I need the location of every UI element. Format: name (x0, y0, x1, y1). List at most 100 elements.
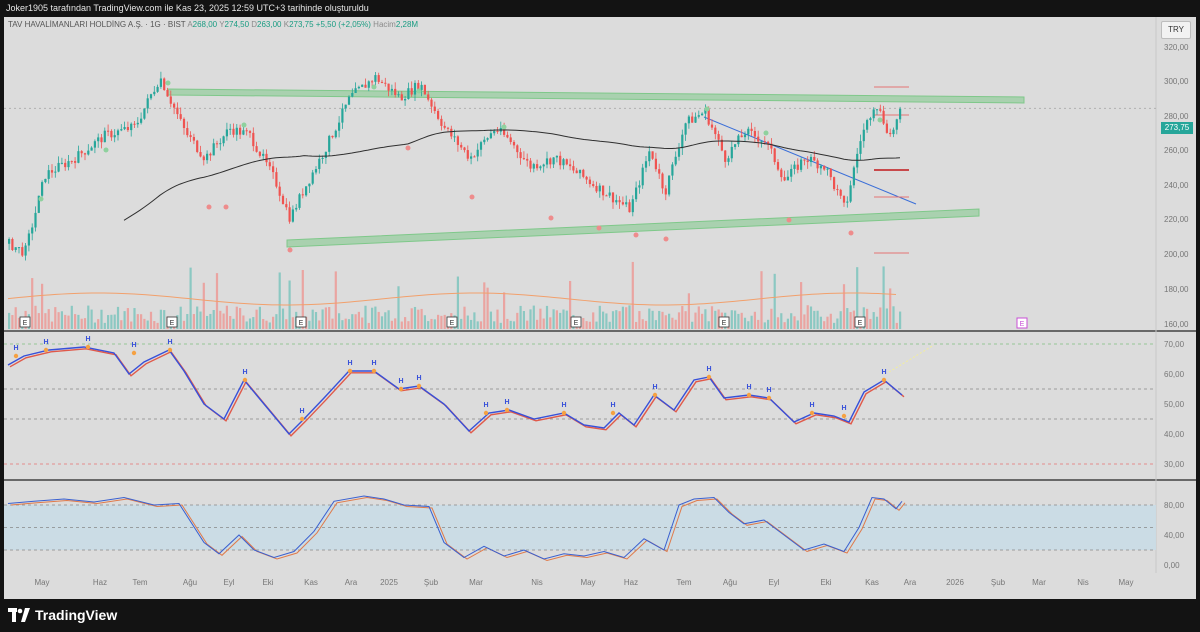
candle-body (509, 137, 512, 142)
volume-bar (301, 270, 304, 329)
volume-bar (644, 320, 648, 329)
rsi-pivot-label: H (43, 339, 48, 346)
candle-body (301, 194, 304, 196)
candle-body (291, 209, 294, 222)
candle-body (852, 167, 855, 186)
pivot-low-dot (633, 232, 639, 238)
candle-body (625, 202, 628, 205)
candle-body (443, 125, 446, 128)
candle-body (97, 137, 100, 142)
candle-body (225, 129, 228, 137)
price-tick: 160,00 (1164, 320, 1189, 329)
candle-body (64, 162, 67, 168)
candle-body (338, 122, 341, 131)
volume-bar (714, 310, 717, 329)
candle-body (562, 159, 565, 166)
candle-body (882, 110, 885, 124)
volume-bar (691, 321, 694, 329)
currency-button[interactable]: TRY (1161, 21, 1191, 39)
volume-bar (549, 317, 552, 329)
time-tick: Şub (423, 578, 439, 587)
pivot-high-dot (165, 80, 171, 86)
volume-bar (397, 286, 400, 329)
candle-body (684, 123, 687, 135)
rsi-pivot-dot (881, 377, 887, 383)
time-tick: Ara (344, 578, 358, 587)
volume-bar (813, 310, 816, 329)
candle-body (176, 107, 179, 115)
candle-body (136, 122, 139, 125)
volume-bar (674, 319, 677, 329)
chart-canvas[interactable]: E E E E E E E E H H H H H H H H H H H H H H H H H H H H H H (4, 17, 1196, 599)
volume-bar (635, 321, 638, 329)
volume-bar (430, 318, 433, 329)
moving-average-slow (123, 129, 901, 221)
candle-body (618, 200, 621, 203)
volume-bar (872, 312, 875, 329)
volume-bar (265, 320, 268, 329)
volume-bar (753, 311, 756, 329)
earnings-marker (718, 316, 730, 328)
chart-area[interactable]: E E E E E E E E H H H H H H H H H H H H H H H H H H H H H H TAV HAVAL… (4, 17, 1196, 599)
volume-bar (390, 320, 393, 329)
rsi-pivot-dot (85, 344, 91, 350)
volume-bar (588, 321, 591, 329)
low-value: 263,00 (257, 20, 282, 29)
candle-body (182, 118, 186, 129)
price-tick: 220,00 (1164, 215, 1189, 224)
candle-body (255, 146, 258, 152)
candle-body (720, 139, 723, 151)
volume-bar (87, 305, 90, 329)
tradingview-logo[interactable]: TradingView (8, 607, 117, 623)
volume-bar (470, 319, 473, 329)
volume-bar (602, 311, 605, 329)
candle-body (800, 159, 803, 170)
candle-body (668, 175, 671, 195)
candle-body (344, 104, 347, 109)
volume-bar (100, 309, 103, 329)
volume-bar (235, 306, 238, 329)
volume-bar (803, 314, 806, 329)
rsi-pivot-dot (347, 368, 353, 374)
volume-ma-line (7, 292, 897, 306)
volume-bar (582, 318, 585, 329)
volume-bar (790, 313, 793, 329)
candle-body (83, 153, 87, 155)
candle-body (760, 141, 763, 143)
earnings-marker (166, 316, 178, 328)
candle-body (602, 185, 605, 196)
candle-body (400, 94, 403, 101)
channel-lower-band (286, 208, 980, 248)
candle-body (757, 136, 760, 142)
earnings-marker (19, 316, 31, 328)
candle-body (357, 86, 360, 89)
time-tick: Ağu (722, 578, 738, 587)
rsi-line (7, 346, 903, 436)
candle-body (232, 128, 235, 135)
candle-body (790, 168, 793, 177)
volume-bar (661, 311, 664, 329)
candle-body (44, 178, 47, 183)
candle-body (60, 162, 63, 164)
volume-bar (423, 315, 426, 329)
candle-body (278, 186, 281, 196)
candle-body (747, 128, 750, 135)
earnings-marker (446, 316, 458, 328)
volume-bar (278, 272, 281, 329)
change-value: +5,50 (+2,05%) (315, 20, 371, 29)
rsi-tick: 60,00 (1164, 370, 1185, 379)
volume-bar (126, 308, 129, 329)
candle-body (440, 118, 443, 126)
candle-body (295, 207, 298, 210)
candle-body (364, 84, 367, 88)
candle-body (380, 81, 384, 83)
candle-body (390, 88, 393, 91)
candle-body (892, 129, 895, 135)
candle-body (87, 150, 90, 155)
volume-bar (74, 314, 77, 329)
candle-body (605, 195, 608, 197)
volume-bar (796, 320, 799, 329)
volume-bar (344, 318, 347, 329)
volume-bar (456, 276, 459, 329)
